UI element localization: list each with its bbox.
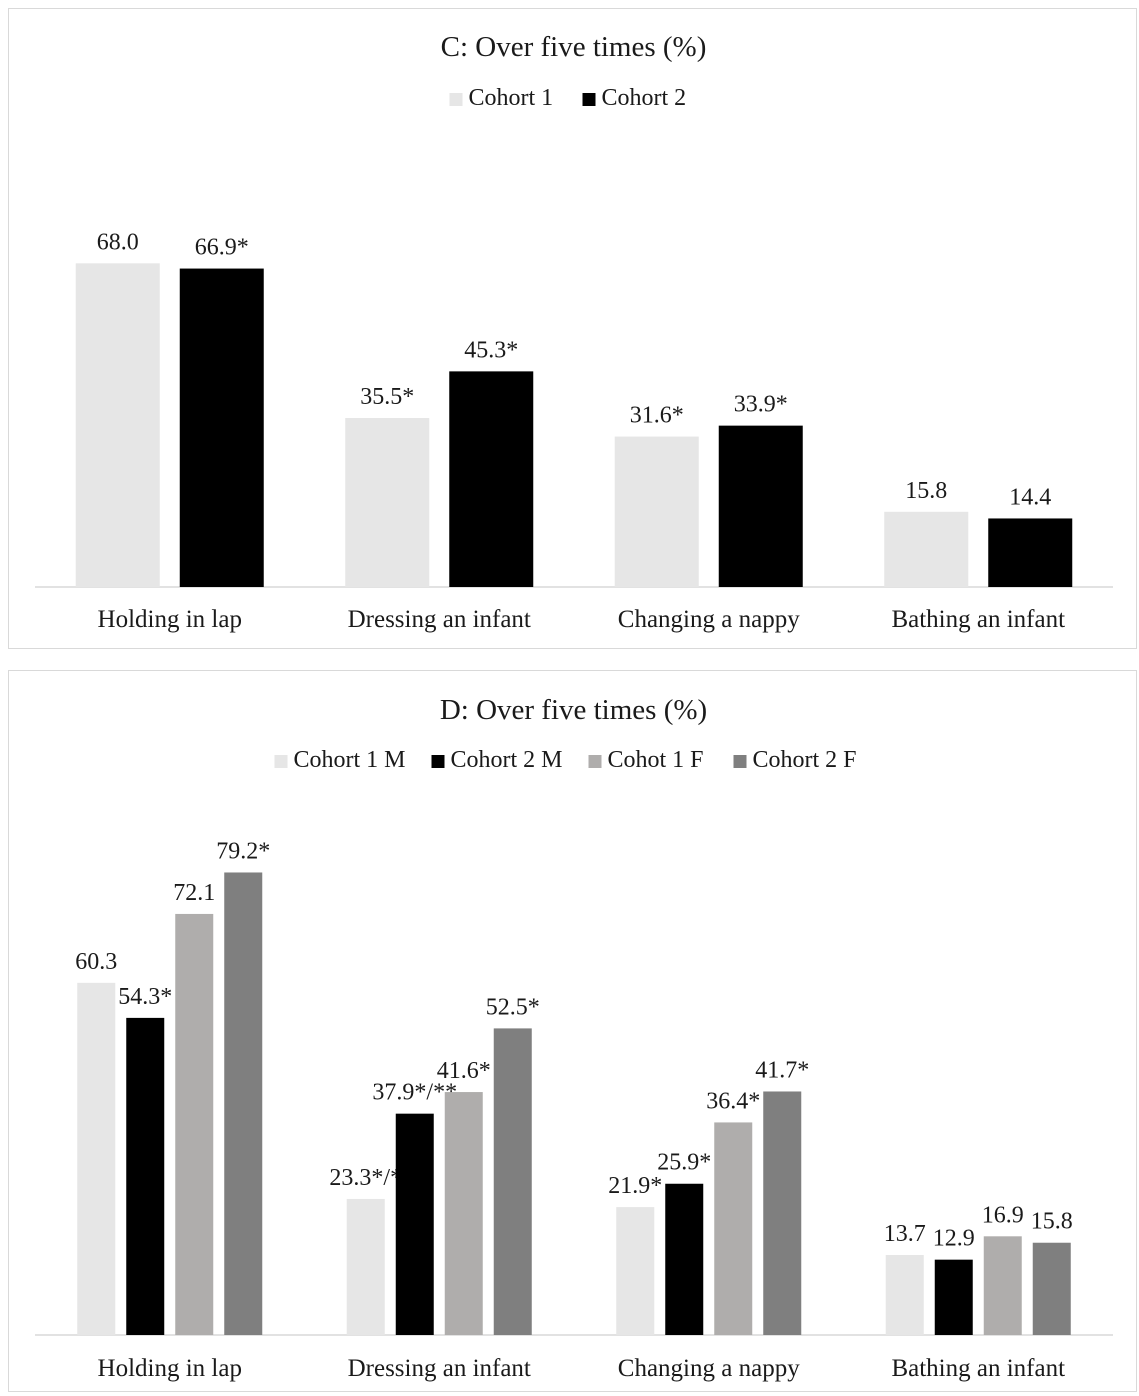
chart-d-svg: D: Over five times (%) Cohort 1 M Cohort 2… [35, 694, 1113, 1382]
data-label-c-2-1: 33.9* [734, 392, 788, 418]
bar-d-3-1 [934, 1259, 973, 1335]
category-label-c-3: Bathing an infant [891, 606, 1065, 633]
data-label-c-0-1: 66.9* [195, 235, 249, 261]
data-label-d-1-1: 37.9*/** [372, 1080, 457, 1106]
bar-d-2-1 [665, 1183, 704, 1335]
category-label-d-0: Holding in lap [98, 1355, 242, 1382]
data-label-d-1-0: 23.3*/* [329, 1165, 402, 1191]
category-label-d-2: Changing a nappy [618, 1355, 800, 1382]
bar-d-1-0 [346, 1198, 385, 1335]
bar-d-0-2 [175, 913, 214, 1335]
bar-d-1-3 [493, 1028, 532, 1335]
data-label-d-2-0: 21.9* [608, 1173, 662, 1199]
data-label-c-1-0: 35.5* [360, 384, 414, 410]
legend-label-d-2: Cohot 1 F [608, 747, 704, 773]
bar-d-0-0 [77, 982, 116, 1335]
chart-title-c: C: Over five times (%) [441, 31, 707, 63]
data-label-d-1-3: 52.5* [486, 994, 540, 1020]
data-label-d-2-3: 41.7* [755, 1057, 809, 1083]
data-label-d-0-2: 72.1 [173, 880, 215, 906]
legend-swatch-c-1 [582, 93, 596, 106]
bar-d-0-1 [126, 1017, 165, 1335]
bar-c-0-0 [75, 263, 160, 587]
bar-d-3-0 [885, 1254, 924, 1335]
bar-d-1-2 [444, 1092, 483, 1335]
data-label-d-2-1: 25.9* [657, 1150, 711, 1176]
legend-swatch-c-0 [449, 93, 463, 106]
data-label-c-3-0: 15.8 [905, 478, 947, 504]
data-label-d-0-0: 60.3 [75, 949, 117, 975]
data-label-d-0-3: 79.2* [216, 838, 270, 864]
legend-label-c-1: Cohort 2 [602, 85, 687, 111]
category-label-d-3: Bathing an infant [891, 1355, 1065, 1382]
legend-swatch-d-0 [274, 755, 288, 768]
bar-d-2-0 [616, 1207, 655, 1335]
bar-c-1-0 [345, 418, 430, 587]
bar-c-3-1 [988, 518, 1073, 587]
bar-c-2-1 [718, 425, 803, 587]
bar-d-2-3 [763, 1091, 802, 1335]
chart-panel-c: C: Over five times (%) Cohort 1 Cohort 2 68… [8, 8, 1137, 649]
data-label-d-3-2: 16.9 [982, 1202, 1024, 1228]
bar-d-0-3 [224, 872, 263, 1335]
legend-swatch-d-2 [588, 755, 602, 768]
bar-d-1-1 [395, 1113, 434, 1335]
legend-swatch-d-1 [431, 755, 445, 768]
legend-label-d-0: Cohort 1 M [294, 747, 406, 773]
data-label-d-3-0: 13.7 [884, 1221, 926, 1247]
bar-d-3-3 [1032, 1242, 1071, 1335]
legend-label-d-3: Cohort 2 F [753, 747, 857, 773]
bar-c-2-0 [614, 436, 699, 587]
legend-swatch-d-3 [733, 755, 747, 768]
bar-c-3-0 [884, 511, 969, 587]
chart-panel-d: D: Over five times (%) Cohort 1 M Cohort 2… [8, 670, 1137, 1392]
legend-label-d-1: Cohort 2 M [451, 747, 563, 773]
data-label-d-3-1: 12.9 [933, 1226, 975, 1252]
bar-c-0-1 [179, 268, 264, 587]
category-label-c-0: Holding in lap [98, 606, 242, 633]
legend-label-c-0: Cohort 1 [469, 85, 554, 111]
data-label-d-0-1: 54.3* [118, 984, 172, 1010]
bar-d-3-2 [983, 1236, 1022, 1335]
category-label-c-2: Changing a nappy [618, 606, 800, 633]
data-label-d-3-3: 15.8 [1031, 1209, 1073, 1235]
bar-d-2-2 [714, 1122, 753, 1335]
category-label-c-1: Dressing an infant [348, 606, 531, 633]
bar-c-1-1 [449, 371, 534, 587]
data-label-d-1-2: 41.6* [437, 1058, 491, 1084]
data-label-d-2-2: 36.4* [706, 1088, 760, 1114]
data-label-c-3-1: 14.4 [1009, 484, 1051, 510]
category-label-d-1: Dressing an infant [348, 1355, 531, 1382]
chart-c-svg: C: Over five times (%) Cohort 1 Cohort 2 68… [35, 31, 1113, 633]
data-label-c-1-1: 45.3* [464, 337, 518, 363]
data-label-c-0-0: 68.0 [97, 229, 139, 255]
chart-title-d: D: Over five times (%) [440, 694, 707, 726]
data-label-c-2-0: 31.6* [630, 403, 684, 429]
